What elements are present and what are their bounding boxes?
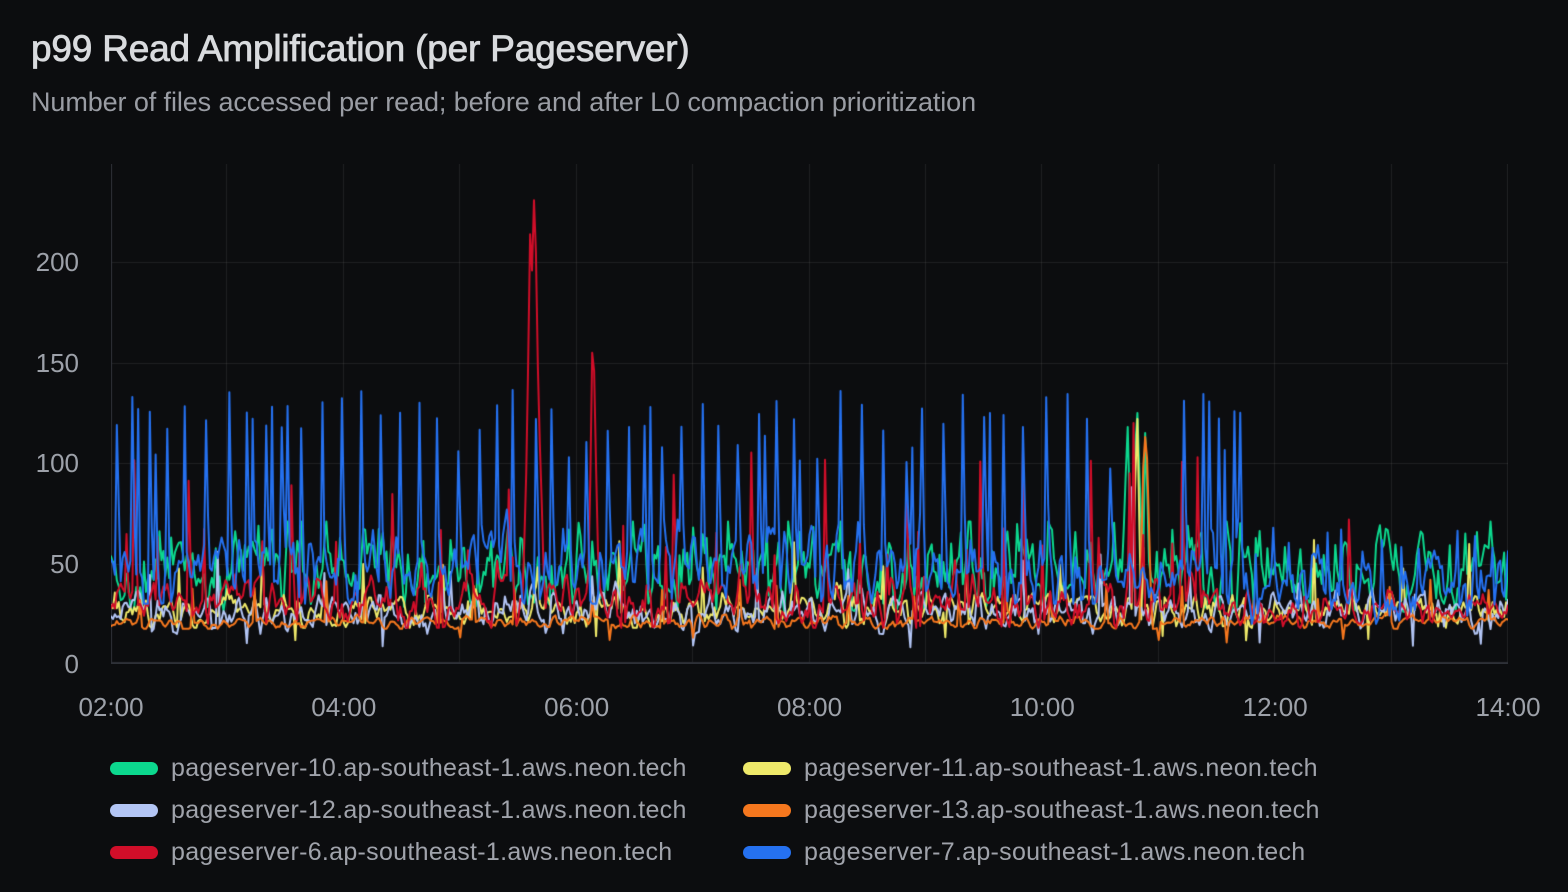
panel-title[interactable]: p99 Read Amplification (per Pageserver) [31, 28, 691, 70]
legend-series-label: pageserver-10.ap-southeast-1.aws.neon.te… [171, 753, 687, 782]
y-tick-label: 100 [35, 448, 79, 479]
legend-series-label: pageserver-11.ap-southeast-1.aws.neon.te… [804, 753, 1318, 782]
legend-series-swatch [110, 761, 158, 775]
x-tick-label: 02:00 [78, 692, 144, 722]
legend-series-swatch [110, 803, 158, 817]
legend-series-label: pageserver-12.ap-southeast-1.aws.neon.te… [171, 795, 687, 824]
legend-item[interactable]: pageserver-6.ap-southeast-1.aws.neon.tec… [110, 831, 743, 873]
plot-canvas[interactable] [111, 164, 1508, 664]
x-axis: 02:00 04:00 06:00 08:00 10:00 12:00 14:00 [78, 692, 1540, 722]
x-tick-label: 06:00 [544, 692, 610, 722]
y-tick-label: 0 [64, 649, 79, 679]
legend-series-label: pageserver-6.ap-southeast-1.aws.neon.tec… [171, 837, 673, 866]
legend-item[interactable]: pageserver-7.ap-southeast-1.aws.neon.tec… [743, 831, 1320, 873]
legend-series-swatch [743, 761, 791, 775]
legend-item[interactable]: pageserver-13.ap-southeast-1.aws.neon.te… [743, 789, 1320, 831]
y-tick-label: 150 [35, 347, 79, 378]
legend-item[interactable]: pageserver-12.ap-southeast-1.aws.neon.te… [110, 789, 743, 831]
y-tick-label: 200 [35, 247, 79, 278]
x-tick-label: 12:00 [1242, 692, 1308, 722]
x-tick-label: 14:00 [1475, 692, 1541, 722]
y-tick-label: 50 [50, 548, 79, 579]
legend-item[interactable]: pageserver-11.ap-southeast-1.aws.neon.te… [743, 747, 1320, 789]
legend: pageserver-10.ap-southeast-1.aws.neon.te… [110, 747, 1320, 873]
y-axis: 0 50 100 150 200 [0, 164, 79, 677]
x-tick-label: 04:00 [311, 692, 377, 722]
legend-series-swatch [743, 803, 791, 817]
legend-series-label: pageserver-7.ap-southeast-1.aws.neon.tec… [804, 837, 1306, 866]
x-tick-label: 08:00 [776, 692, 843, 722]
legend-series-label: pageserver-13.ap-southeast-1.aws.neon.te… [804, 795, 1320, 824]
panel-description: Number of files accessed per read; befor… [31, 87, 977, 117]
legend-series-swatch [743, 845, 791, 859]
x-tick-label: 10:00 [1009, 692, 1075, 722]
legend-series-swatch [110, 845, 158, 859]
legend-item[interactable]: pageserver-10.ap-southeast-1.aws.neon.te… [110, 747, 743, 789]
